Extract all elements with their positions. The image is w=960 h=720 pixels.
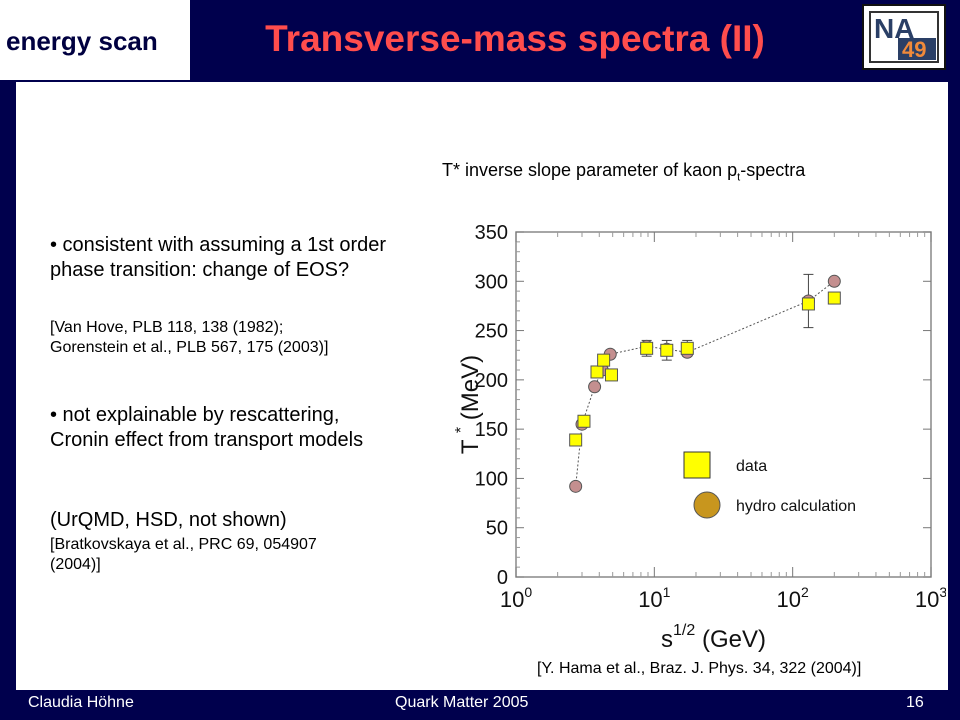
y-tick-label: 250 — [475, 321, 508, 343]
section-tag-label: energy scan — [6, 26, 158, 56]
bullet-2-ref-line-1: [Bratkovskaya et al., PRC 69, 054907 — [50, 536, 317, 553]
bullet-2-ref-line-2: (2004)] — [50, 556, 101, 573]
chart-caption-suffix: -spectra — [740, 160, 806, 180]
hydro-point — [569, 479, 583, 493]
data-point — [569, 433, 583, 447]
hydro-point — [827, 274, 841, 288]
footer-event: Quark Matter 2005 — [395, 694, 529, 711]
na49-logo: NA 49 — [862, 4, 946, 70]
data-point — [801, 297, 815, 311]
footer-page-number: 16 — [906, 694, 924, 711]
chart-legend: data hydro calculation — [683, 451, 856, 519]
data-point — [604, 368, 618, 382]
chart-caption: T* inverse slope parameter of kaon pt-sp… — [442, 160, 805, 184]
citation: [Y. Hama et al., Braz. J. Phys. 34, 322 … — [537, 660, 862, 677]
data-point — [577, 414, 591, 428]
chart-labels: 0 50 100 150 200 250 300 350 100 101 102 103 T * (Me… — [453, 222, 946, 652]
footer-author: Claudia Höhne — [28, 694, 134, 711]
data-point — [640, 341, 654, 355]
y-tick-label: 50 — [486, 518, 508, 540]
data-point — [597, 353, 611, 367]
data-point — [590, 365, 604, 379]
x-tick-label: 101 — [638, 584, 670, 612]
legend-data-label: data — [736, 458, 767, 475]
bullet-2-note: (UrQMD, HSD, not shown) — [50, 509, 287, 531]
x-tick-label: 103 — [915, 584, 946, 612]
logo-text-49: 49 — [902, 37, 926, 62]
y-tick-label: 100 — [475, 468, 508, 490]
hydro-dotted-line — [575, 280, 835, 487]
legend-hydro-label: hydro calculation — [736, 498, 856, 515]
slide-body: T* inverse slope parameter of kaon pt-sp… — [16, 82, 948, 690]
data-point — [680, 341, 694, 355]
y-axis-title: T * (MeV) — [453, 355, 484, 454]
plot-frame — [515, 231, 932, 578]
slide-title: Transverse-mass spectra (II) — [265, 18, 765, 59]
legend-hydro-marker — [693, 491, 721, 519]
y-tick-label: 350 — [475, 222, 508, 244]
x-tick-label: 102 — [777, 584, 809, 612]
y-tick-label: 0 — [497, 567, 508, 589]
bullet-1-text: • consistent with assuming a 1st order p… — [50, 234, 387, 281]
chart-points — [569, 274, 841, 493]
na49-logo-graphic: NA 49 — [869, 11, 939, 63]
bullet-2-text: • not explainable by rescattering, Croni… — [50, 404, 364, 451]
bullet-1-ref-line-2: Gorenstein et al., PLB 567, 175 (2003)] — [50, 339, 329, 356]
x-tick-label: 100 — [500, 584, 532, 612]
hydro-point — [588, 380, 602, 394]
legend-data-marker — [683, 451, 711, 479]
y-tick-label: 300 — [475, 271, 508, 293]
x-axis-title: s1/2 (GeV) — [661, 622, 766, 652]
chart-caption-subscript: t — [737, 171, 741, 184]
data-point — [827, 291, 841, 305]
chart-caption-main: T* inverse slope parameter of kaon p — [442, 160, 738, 180]
y-tick-label: 150 — [475, 419, 508, 441]
section-tag: energy scan — [0, 0, 190, 80]
bullet-1-ref-line-1: [Van Hove, PLB 118, 138 (1982); — [50, 319, 284, 336]
data-point — [660, 343, 674, 357]
tstar-chart: 0 50 100 150 200 250 300 350 100 101 102 103 T * (Me… — [453, 222, 946, 652]
chart-axes — [515, 231, 932, 578]
y-tick-label: 200 — [475, 370, 508, 392]
